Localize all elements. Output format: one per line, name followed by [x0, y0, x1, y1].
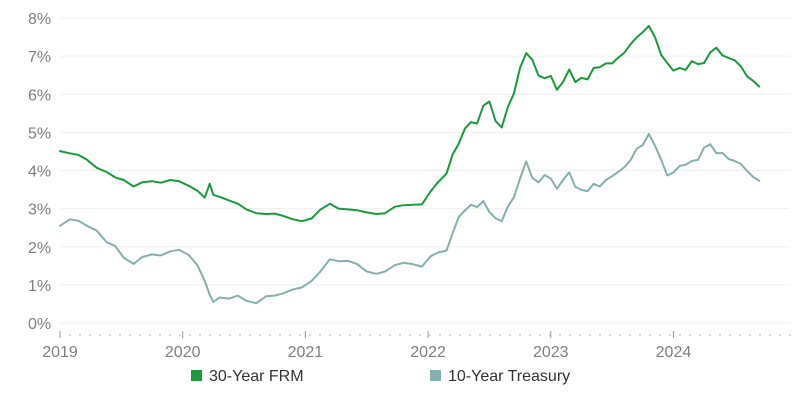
legend-item-treasury: 10-Year Treasury	[430, 368, 570, 385]
series-line-frm	[59, 25, 761, 223]
x-tick-label: 2019	[42, 344, 78, 361]
y-tick-label: 7%	[28, 49, 51, 66]
gridlines	[60, 17, 790, 324]
y-tick-label: 2%	[28, 240, 51, 257]
legend-swatch-treasury	[430, 370, 441, 381]
y-tick-label: 3%	[28, 202, 51, 219]
x-axis: 2019 2020 2021 2022 2023 2024	[42, 331, 791, 361]
x-tick-label: 2023	[533, 344, 569, 361]
legend-label-treasury: 10-Year Treasury	[448, 368, 570, 385]
y-axis-ticks: 0% 1% 2% 3% 4% 5% 6% 7% 8%	[28, 11, 51, 333]
legend-swatch-frm	[191, 370, 202, 381]
legend: 30-Year FRM 10-Year Treasury	[191, 368, 570, 385]
x-tick-label: 2021	[288, 344, 324, 361]
y-tick-label: 5%	[28, 125, 51, 142]
y-tick-label: 6%	[28, 87, 51, 104]
y-tick-label: 8%	[28, 11, 51, 28]
x-tick-label: 2020	[165, 344, 201, 361]
series-line-treasury	[59, 132, 761, 305]
y-tick-label: 0%	[28, 316, 51, 333]
y-tick-label: 4%	[28, 164, 51, 181]
legend-label-frm: 30-Year FRM	[209, 368, 304, 385]
series-lines	[59, 25, 761, 305]
legend-item-frm: 30-Year FRM	[191, 368, 304, 385]
x-tick-label: 2024	[656, 344, 692, 361]
x-tick-label: 2022	[410, 344, 446, 361]
y-tick-label: 1%	[28, 278, 51, 295]
